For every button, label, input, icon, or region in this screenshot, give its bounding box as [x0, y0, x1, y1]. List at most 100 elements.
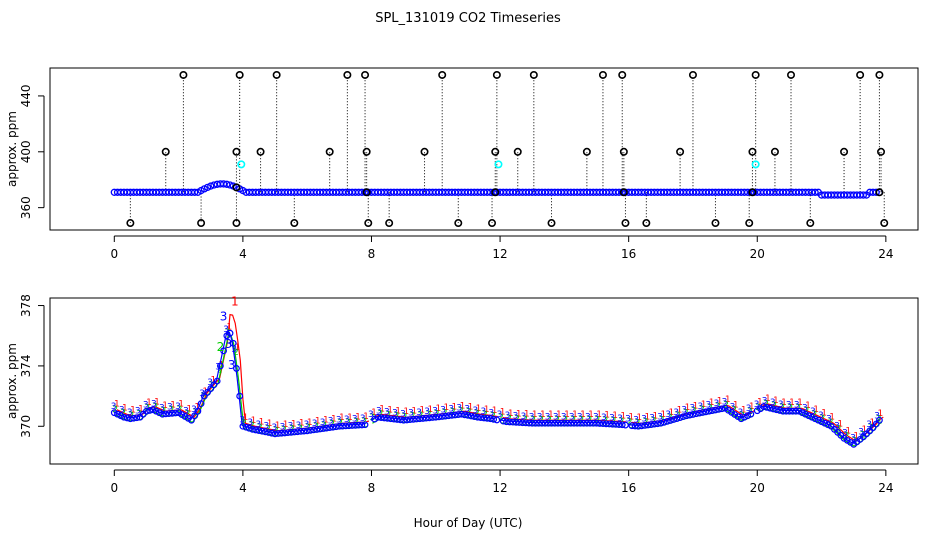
curve-point	[503, 418, 510, 426]
curve-point	[326, 424, 334, 432]
series-3-marker: 3	[738, 408, 744, 418]
bottom-y-axis-label: approx. ppm	[5, 343, 19, 419]
curve-point	[345, 422, 353, 430]
series-3-marker: 3	[730, 403, 736, 413]
outlier-low-point	[745, 219, 754, 228]
curve-point	[821, 419, 829, 427]
series-1-marker: 1	[837, 419, 843, 429]
series-1-marker: 1	[395, 406, 401, 416]
series-1-marker: 1	[612, 411, 618, 421]
curve-point	[274, 430, 282, 437]
series-3-marker: 3	[432, 406, 438, 416]
curve-point	[522, 419, 530, 427]
series-1-marker: 1	[604, 411, 610, 421]
x-tick-label: 20	[750, 481, 765, 495]
curve-point	[744, 412, 752, 420]
curve-point	[152, 407, 160, 415]
curve-point	[670, 416, 678, 423]
series-2-marker: 2	[627, 418, 633, 428]
baseline-point	[207, 182, 215, 190]
curve-point	[618, 421, 626, 429]
curve-point	[448, 411, 456, 419]
outlier-high-point	[751, 70, 760, 79]
curve-point	[577, 419, 584, 427]
series-3-marker: 3	[545, 412, 551, 422]
series-3-marker: 3	[553, 412, 559, 422]
curve-point	[628, 422, 636, 430]
curve-point	[567, 419, 575, 427]
series-3-marker: 3	[239, 416, 245, 426]
series-3-marker: 3	[288, 422, 294, 432]
series-1-marker: 1	[162, 401, 168, 411]
series-1-marker: 1	[540, 410, 546, 420]
curve-point	[747, 410, 755, 418]
series-1-marker: 1	[403, 407, 409, 417]
curve-point	[445, 412, 453, 420]
series-1-marker: 1	[669, 408, 675, 418]
series-3-marker: 3	[456, 404, 462, 414]
series-3-marker: 3	[585, 412, 591, 422]
series-1-marker: 1	[186, 404, 192, 414]
curve-point	[352, 421, 359, 429]
curve-point	[348, 422, 356, 429]
curve-point	[171, 409, 179, 417]
series-3-marker: 3	[754, 400, 760, 410]
curve-point	[239, 422, 247, 430]
curve-point	[162, 410, 170, 418]
series-3-marker: 3	[681, 405, 687, 415]
series-1-marker: 1	[411, 406, 417, 416]
outlier-high-point	[235, 70, 244, 79]
series-3-marker: 3	[167, 403, 173, 413]
curve-point	[679, 413, 687, 421]
curve-point	[808, 413, 816, 421]
curve-point	[265, 429, 273, 436]
curve-point	[130, 414, 137, 422]
series-3-marker: 3	[368, 410, 374, 420]
top-axes: 0 4 8 12 16 20 24 360 400 440	[19, 84, 893, 261]
curve-point	[544, 419, 552, 427]
curve-point	[339, 422, 346, 430]
curve-point	[525, 419, 533, 427]
curve-point	[589, 419, 597, 427]
series-3-marker: 3	[119, 406, 125, 416]
series-1-marker: 1	[227, 323, 233, 333]
series-3-marker: 3	[151, 400, 157, 410]
series-1-marker: 1	[556, 410, 562, 420]
curve-point	[499, 417, 507, 425]
curve-point	[644, 421, 652, 429]
outlier-low-point	[364, 219, 373, 228]
curve-point	[528, 419, 536, 427]
series-1-marker: 1	[773, 396, 779, 406]
curve-point	[403, 416, 411, 424]
curve-point	[483, 414, 491, 422]
y-tick-label: 400	[19, 140, 33, 163]
curve-point	[538, 419, 546, 427]
curve-point	[425, 414, 433, 422]
y-tick-label: 370	[19, 415, 33, 438]
curve-point	[583, 419, 591, 427]
series-1-marker: 1	[500, 408, 506, 418]
curve-point	[805, 412, 813, 420]
series-1-marker: 1	[251, 416, 257, 426]
series-1-marker: 1	[813, 405, 819, 415]
curve-point	[551, 419, 559, 427]
curve-point	[133, 414, 141, 422]
series-3-marker: 3	[714, 399, 720, 409]
series-3-marker: 3	[344, 415, 350, 425]
series-3-marker: 3	[657, 412, 663, 422]
curve-point	[406, 416, 414, 424]
curve-point	[377, 414, 385, 421]
peak-marker: 2	[217, 340, 225, 354]
curve-point	[634, 422, 642, 430]
x-tick-label: 12	[492, 247, 507, 261]
series-1-marker: 1	[331, 414, 337, 424]
outlier-low-point	[547, 219, 556, 228]
series-1-marker: 1	[677, 406, 683, 416]
x-tick-label: 4	[239, 247, 247, 261]
curve-point	[397, 416, 404, 424]
series-3-marker: 3	[497, 410, 503, 420]
series-3-marker: 3	[416, 408, 422, 418]
series-1-marker: 1	[685, 403, 691, 413]
